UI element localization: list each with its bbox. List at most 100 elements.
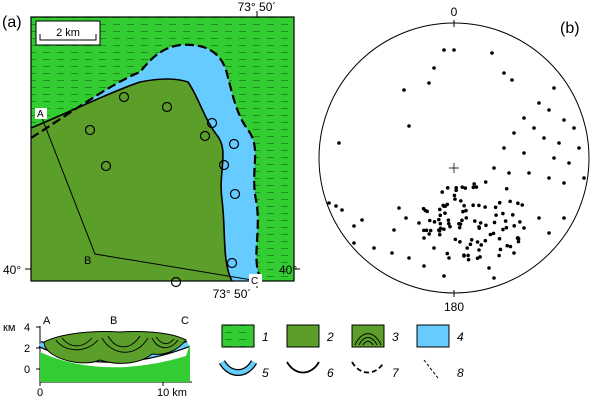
pole-point	[497, 253, 501, 258]
pole-point	[468, 242, 473, 247]
legend-num-1: 1	[262, 330, 269, 344]
legend-num-4: 4	[457, 330, 464, 344]
section-point-b: B	[110, 315, 117, 327]
pole-point	[460, 218, 464, 223]
pole-point	[532, 126, 536, 130]
sample-site	[84, 124, 96, 136]
pole-point	[390, 251, 394, 255]
legend-num-8: 8	[457, 366, 464, 380]
pole-point	[461, 209, 465, 214]
pole-point	[492, 276, 496, 280]
pole-point	[479, 243, 483, 247]
point-a-box	[35, 108, 47, 119]
pole-point	[442, 227, 446, 232]
pole-point	[498, 247, 503, 252]
pole-point	[458, 222, 463, 226]
pole-point	[437, 207, 442, 212]
pole-point	[491, 231, 496, 236]
legend-swatch-8	[423, 359, 439, 379]
inner-boundary	[30, 78, 233, 282]
geologic-map	[25, 11, 300, 288]
pole-point	[452, 193, 457, 198]
pole-point	[512, 131, 516, 135]
pole-point	[352, 224, 356, 228]
pole-point	[404, 216, 408, 220]
pole-point	[459, 199, 463, 203]
pole-point	[440, 190, 445, 194]
pole-point	[483, 180, 488, 184]
pole-point	[577, 146, 581, 150]
pole-point	[503, 219, 508, 223]
section-folded-unit	[43, 331, 187, 364]
pole-point	[453, 237, 458, 242]
pole-point	[447, 256, 451, 260]
pole-point	[488, 232, 493, 237]
pole-point	[462, 253, 466, 258]
km-axis-label: км	[3, 322, 15, 334]
pole-point	[522, 116, 526, 120]
section-point-a: A	[43, 315, 51, 327]
pole-point	[516, 239, 521, 244]
sample-site	[218, 159, 230, 171]
pole-point	[483, 205, 487, 209]
pole-point	[469, 237, 474, 242]
sample-site	[170, 276, 182, 288]
pole-point	[453, 197, 457, 201]
pole-point	[442, 274, 446, 278]
pole-point	[572, 126, 576, 130]
pole-point	[497, 200, 502, 205]
pole-point	[422, 228, 426, 233]
legend-num-2: 2	[326, 330, 334, 344]
panel-a-label: (a)	[2, 14, 22, 31]
map-frame	[30, 16, 295, 282]
south-label: 180	[444, 300, 464, 314]
pole-point	[454, 185, 459, 190]
pole-point	[487, 266, 491, 270]
pole-point	[542, 136, 546, 140]
pole-point	[497, 236, 502, 241]
pole-point	[508, 244, 513, 249]
pole-point	[422, 264, 426, 268]
legend-num-3: 3	[392, 330, 399, 344]
pole-point	[562, 181, 566, 185]
point-c: C	[251, 276, 258, 287]
pole-point	[432, 246, 436, 250]
legend-swatch-5	[220, 360, 256, 375]
pole-point	[466, 257, 471, 262]
pole-point	[417, 221, 421, 225]
legend-num-6: 6	[327, 366, 334, 380]
pole-point	[493, 205, 498, 210]
pole-point	[445, 186, 450, 190]
pole-point	[505, 243, 510, 248]
sample-site	[199, 130, 211, 142]
pole-point	[527, 171, 531, 175]
stereonet	[318, 22, 590, 294]
pole-point	[502, 71, 506, 75]
cross-section: км 4 2 0 0 10 km A B C	[3, 315, 192, 399]
pole-point	[438, 213, 443, 218]
pole-point	[492, 166, 496, 170]
sample-site	[100, 160, 112, 172]
scale-bar-label: 2 km	[56, 27, 80, 39]
pole-point	[372, 246, 376, 250]
pole-point	[471, 203, 475, 208]
pole-point	[477, 225, 481, 229]
point-a: A	[37, 109, 44, 120]
dark-green-unit	[31, 79, 232, 281]
pole-point	[552, 156, 556, 160]
pole-point	[442, 48, 446, 52]
pole-point	[422, 236, 426, 240]
sample-site	[229, 188, 241, 200]
pole-point	[508, 199, 512, 204]
sample-site	[161, 101, 173, 113]
legend-swatch-3	[351, 324, 385, 348]
pole-point	[452, 48, 456, 52]
pole-point	[512, 251, 516, 255]
blue-unit	[31, 44, 262, 281]
north-label: 0	[451, 5, 458, 19]
legend-swatch-6	[286, 361, 320, 374]
pole-point	[477, 248, 481, 252]
pole-point	[484, 223, 488, 228]
pole-point	[471, 185, 476, 190]
